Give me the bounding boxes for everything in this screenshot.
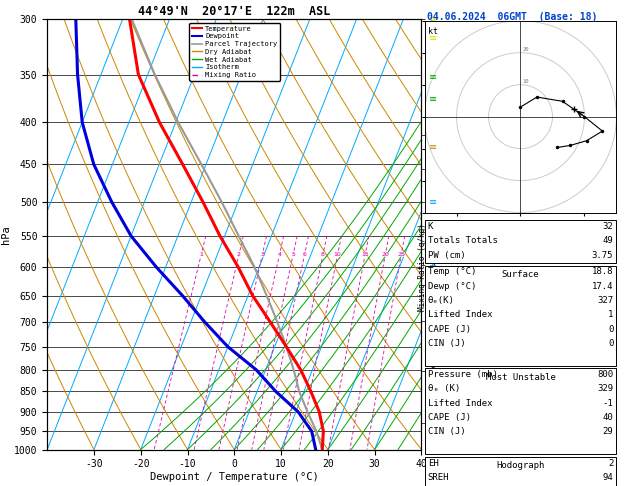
Text: 2: 2 [608,459,613,468]
Text: 327: 327 [597,296,613,305]
Text: 04.06.2024  06GMT  (Base: 18): 04.06.2024 06GMT (Base: 18) [428,12,598,22]
Text: Dewp (°C): Dewp (°C) [428,282,476,291]
Text: θₑ(K): θₑ(K) [428,296,455,305]
Legend: Temperature, Dewpoint, Parcel Trajectory, Dry Adiabat, Wet Adiabat, Isotherm, Mi: Temperature, Dewpoint, Parcel Trajectory… [189,23,280,81]
Text: Hodograph: Hodograph [496,461,545,470]
Text: Temp (°C): Temp (°C) [428,267,476,277]
Text: 1: 1 [199,252,203,258]
Text: 94: 94 [603,473,613,482]
Text: 17.4: 17.4 [592,282,613,291]
Text: PW (cm): PW (cm) [428,251,465,260]
Text: 3.75: 3.75 [592,251,613,260]
Text: ≡: ≡ [429,342,437,352]
Y-axis label: hPa: hPa [1,225,11,244]
Text: ≡: ≡ [429,197,437,207]
Text: ≡: ≡ [429,262,437,272]
Text: SREH: SREH [428,473,449,482]
Text: Lifted Index: Lifted Index [428,399,493,408]
Text: 0: 0 [608,339,613,348]
Text: ≡: ≡ [429,445,437,454]
Text: 329: 329 [597,384,613,394]
Text: 800: 800 [597,370,613,379]
Text: ≡: ≡ [429,94,437,104]
Text: Pressure (mb): Pressure (mb) [428,370,498,379]
Text: θₑ (K): θₑ (K) [428,384,460,394]
Text: -1: -1 [603,399,613,408]
Text: CIN (J): CIN (J) [428,428,465,436]
Title: 44°49'N  20°17'E  122m  ASL: 44°49'N 20°17'E 122m ASL [138,5,330,18]
Text: 32: 32 [603,222,613,231]
Text: 3: 3 [260,252,264,258]
Text: K: K [428,222,433,231]
Text: 40: 40 [603,413,613,422]
Text: EH: EH [428,459,438,468]
Text: 1: 1 [608,311,613,319]
Text: Totals Totals: Totals Totals [428,236,498,245]
Text: ≡: ≡ [429,15,437,24]
Text: 0: 0 [608,325,613,334]
Text: ≡: ≡ [429,72,437,83]
Text: 18.8: 18.8 [592,267,613,277]
Y-axis label: km
ASL: km ASL [453,225,468,244]
Text: CIN (J): CIN (J) [428,339,465,348]
Text: CAPE (J): CAPE (J) [428,325,470,334]
X-axis label: Dewpoint / Temperature (°C): Dewpoint / Temperature (°C) [150,472,319,482]
Text: 20: 20 [381,252,389,258]
Text: ≡: ≡ [429,33,437,43]
Text: 5: 5 [291,252,295,258]
Text: 20: 20 [522,47,528,52]
Text: 4: 4 [277,252,281,258]
Text: 8: 8 [321,252,325,258]
Text: LCL: LCL [424,445,438,454]
Text: 29: 29 [603,428,613,436]
Text: ≡: ≡ [429,142,437,152]
Text: kt: kt [428,27,438,35]
Text: Most Unstable: Most Unstable [486,373,555,382]
Text: 2: 2 [237,252,241,258]
Text: 49: 49 [603,236,613,245]
Text: 25: 25 [398,252,405,258]
Text: © weatheronline.co.uk: © weatheronline.co.uk [468,471,573,480]
Text: Surface: Surface [502,270,539,279]
Text: 6: 6 [303,252,306,258]
Text: CAPE (J): CAPE (J) [428,413,470,422]
Text: Lifted Index: Lifted Index [428,311,493,319]
Text: 15: 15 [361,252,369,258]
Text: 10: 10 [522,79,528,84]
Text: Mixing Ratio (g/kg): Mixing Ratio (g/kg) [418,224,427,311]
Text: 10: 10 [334,252,342,258]
